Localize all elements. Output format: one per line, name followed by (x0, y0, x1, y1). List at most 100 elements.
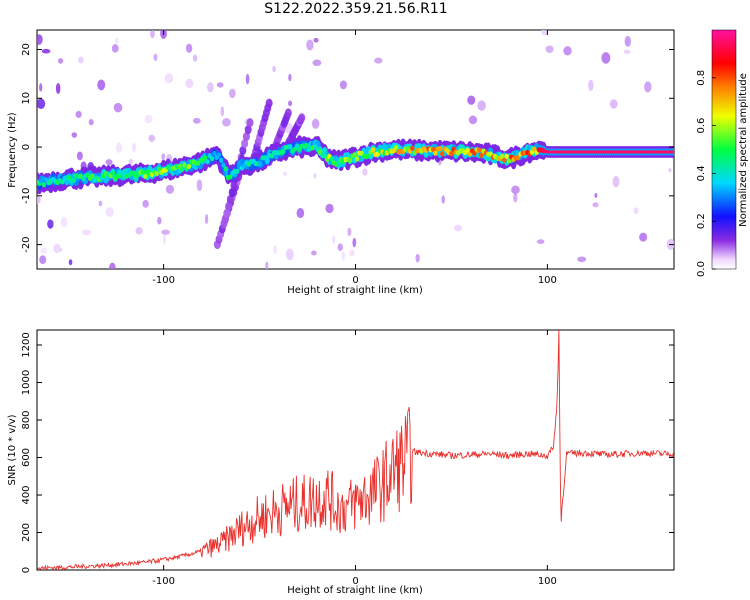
spectrogram-y-ticks: -20 -10 0 10 20 (21, 43, 674, 253)
colorbar-ticks: 0.0 0.2 0.4 0.6 0.8 (696, 70, 716, 277)
spectrogram-noise-blob (204, 213, 209, 225)
chart-title: S122.2022.359.21.56.R11 (264, 1, 448, 17)
y-tick-label: 0 (21, 567, 32, 573)
spectrogram-ridge-cell (39, 178, 44, 184)
spectrogram-ridge-cell (205, 159, 210, 165)
spectrogram-noise-blob (468, 115, 478, 125)
spectrogram-ridge-cell (235, 168, 240, 174)
spectrogram-noise-blob (47, 219, 54, 229)
y-tick-label: 1200 (21, 332, 32, 357)
spectrogram-noise-blob (563, 46, 572, 56)
spectrogram-ridge-cell (504, 153, 509, 159)
spectrogram-noise-blob (98, 200, 103, 207)
spectrogram-noise-blob (37, 195, 41, 205)
y-tick-label: -10 (21, 188, 32, 204)
spectrogram-ridge-cell (202, 155, 208, 161)
spectrogram-noise-blob (668, 168, 672, 173)
spectrogram-ridge-cell (449, 151, 454, 157)
spectrogram-streak-cell (246, 118, 254, 128)
spectrogram-noise-blob (164, 72, 174, 84)
spectrogram-noise-blob (216, 82, 224, 88)
spectrogram-noise-blob (633, 207, 639, 214)
spectrogram-ridge-cell (499, 153, 505, 159)
spectrogram-noise-blob (306, 39, 314, 51)
spectrogram-noise-blob (82, 229, 92, 236)
spectrogram-noise-blob (609, 99, 618, 109)
spectrogram-noise-blob (415, 253, 420, 263)
spectrogram-noise-blob (162, 233, 166, 245)
spectrogram-ridge-cell (265, 157, 270, 164)
spectrogram-ridge-cell (366, 153, 371, 159)
colorbar-tick-label: 0.6 (696, 118, 707, 134)
spectrogram-ridge-cell (304, 142, 309, 149)
y-tick-label: 1000 (21, 370, 32, 395)
snr-x-ticks: -100 0 100 (152, 330, 557, 587)
spectrogram-ridge-cell (209, 155, 215, 162)
spectrogram-noise-blob (624, 35, 631, 47)
y-tick-label: 200 (21, 523, 32, 542)
spectrogram-noise-blob (282, 171, 287, 177)
colorbar-label: Normalized spectral amplitude (738, 73, 749, 227)
spectrogram-noise-blob (220, 106, 225, 117)
spectrogram-noise-blob (339, 80, 347, 90)
x-tick-label: -100 (152, 576, 175, 587)
spectrogram-noise-blob (222, 117, 231, 127)
spectrogram-ridge-cell (143, 173, 148, 180)
spectrogram-noise-blob (192, 54, 198, 62)
spectrogram-ridge-cell (352, 152, 357, 158)
spectrogram-noise-blob (332, 235, 336, 244)
spectrogram-ridge-cell (430, 146, 436, 152)
spectrogram-noise-blob (313, 172, 317, 179)
spectrogram-noise-blob (541, 30, 548, 36)
spectrogram-noise-blob (113, 102, 123, 113)
spectrogram-ridge-cell (502, 157, 507, 163)
spectrogram-noise-blob (150, 30, 155, 39)
spectrogram-noise-blob (207, 82, 214, 93)
spectrogram-noise-blob (639, 232, 648, 242)
spectrogram-noise-blob (97, 79, 106, 91)
spectrogram-streak-cell (242, 132, 250, 142)
spectrogram-ridge-cell (437, 145, 443, 152)
spectrogram-noise-blob (68, 259, 73, 266)
spectrogram-ridge-cell (154, 170, 159, 177)
spectrogram-noise-blob (53, 243, 61, 254)
spectrogram-noise-blob (111, 44, 119, 53)
snr-panel: 0 200 400 600 800 1000 1200 -100 0 100 SNR (10 *… (7, 329, 675, 596)
spectrogram-ridge-cell (110, 170, 116, 176)
spectrogram-streak-cell (265, 98, 273, 108)
colorbar-tick-label: 0.8 (696, 70, 707, 86)
spectrogram-noise-blob (441, 195, 445, 204)
colorbar: 0.0 0.2 0.4 0.6 0.8 Normalized spectral ampl… (696, 29, 749, 277)
spectrogram-ridge-cell (506, 158, 512, 164)
spectrogram-ridge-cell (479, 152, 484, 158)
spectrogram-noise-blob (196, 179, 203, 192)
colorbar-gradient (711, 29, 737, 270)
y-tick-label: 0 (21, 144, 32, 150)
spectrogram-ridge-cell (288, 143, 293, 150)
spectrogram-noise-blob (55, 83, 61, 94)
colorbar-tick-label: 0.2 (696, 213, 707, 229)
spectrogram-noise-blob (245, 73, 250, 85)
spectrogram-streak-cell (239, 146, 247, 156)
spectrogram-noise-blob (349, 249, 355, 257)
x-tick-label: 0 (352, 576, 358, 587)
spectrogram-streak-cell (226, 194, 234, 204)
x-tick-label: -100 (152, 275, 175, 286)
spectrogram-noise-blob (161, 153, 166, 161)
spectrogram-ridge-cell (670, 150, 674, 154)
spectrogram-streak-cell (225, 201, 233, 211)
spectrogram-ridge-cell (516, 155, 521, 161)
spectrogram-noise-blob (313, 37, 319, 43)
spectrogram-noise-blob (115, 37, 119, 44)
spectrogram-noise-blob (135, 227, 143, 235)
spectrogram-noise-blob (362, 168, 368, 176)
spectrogram-ridge-cell (221, 162, 226, 168)
spectrogram-ridge-cell (71, 177, 77, 183)
spectrogram-ridge-cell (370, 147, 376, 153)
spectrogram-x-axis-label: Height of straight line (km) (287, 285, 423, 296)
spectrogram-streak-cell (221, 215, 229, 225)
spectrogram-noise-blob (545, 45, 554, 53)
spectrogram-ridge-cell (354, 156, 360, 162)
x-tick-label: 0 (352, 275, 358, 286)
